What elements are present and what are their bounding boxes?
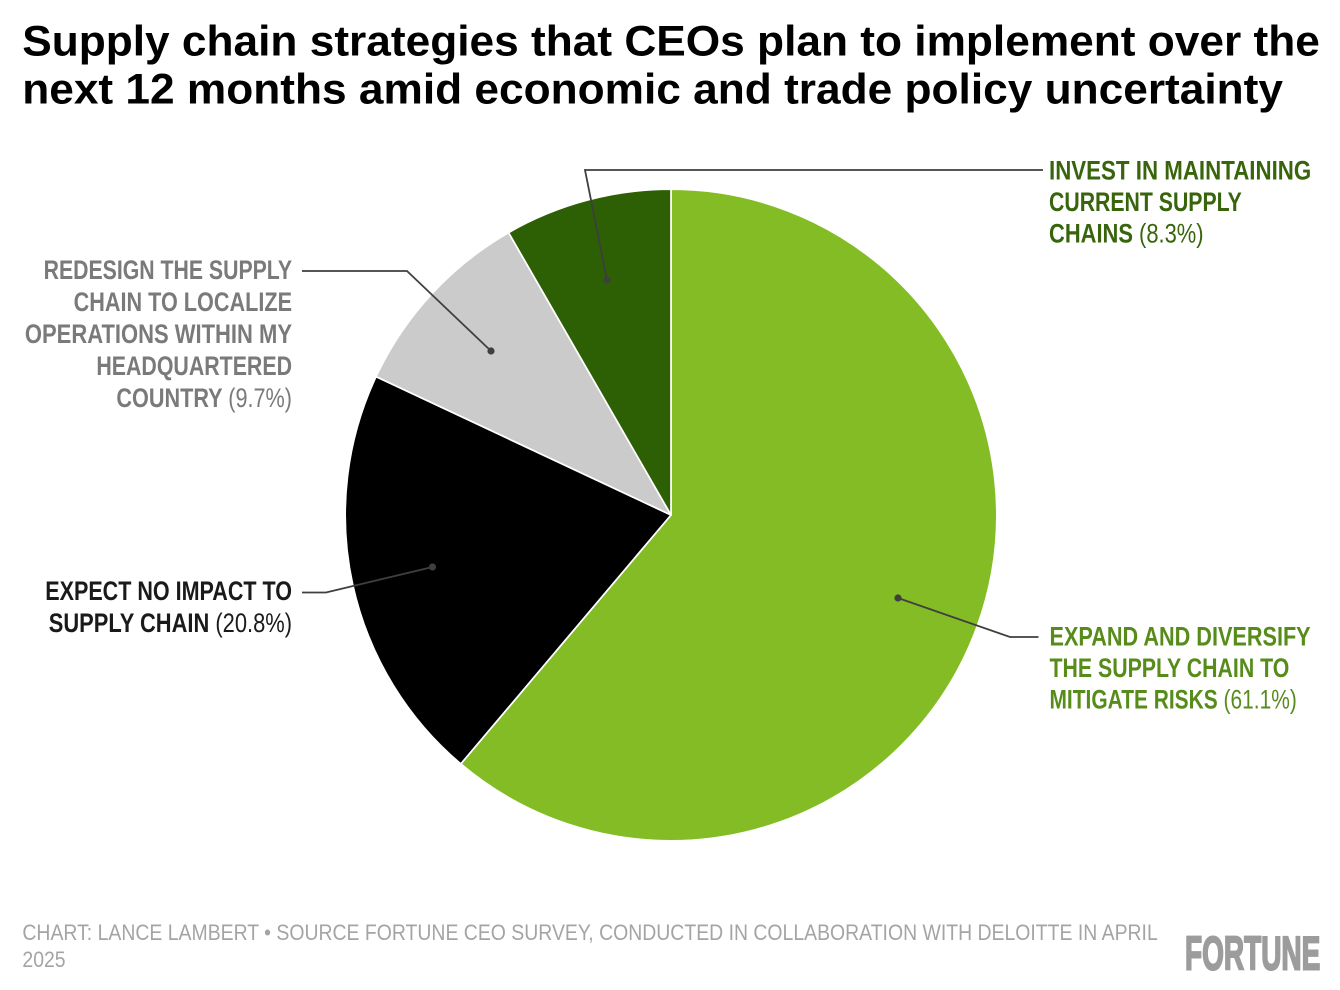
svg-text:EXPAND AND DIVERSIFY: EXPAND AND DIVERSIFY — [1050, 623, 1311, 653]
svg-text:2025: 2025 — [22, 948, 65, 972]
svg-text:CHAIN TO LOCALIZE: CHAIN TO LOCALIZE — [74, 288, 292, 318]
svg-text:COUNTRY (9.7%): COUNTRY (9.7%) — [116, 384, 292, 414]
svg-text:Supply chain strategies that C: Supply chain strategies that CEOs plan t… — [22, 18, 1320, 65]
svg-text:HEADQUARTERED: HEADQUARTERED — [96, 352, 292, 382]
svg-text:CHAINS (8.3%): CHAINS (8.3%) — [1049, 220, 1204, 249]
svg-text:MITIGATE RISKS (61.1%): MITIGATE RISKS (61.1%) — [1050, 685, 1297, 715]
svg-text:OPERATIONS WITHIN MY: OPERATIONS WITHIN MY — [25, 320, 292, 349]
svg-text:THE SUPPLY CHAIN TO: THE SUPPLY CHAIN TO — [1050, 654, 1290, 684]
svg-text:next 12 months amid economic a: next 12 months amid economic and trade p… — [22, 66, 1284, 113]
svg-text:EXPECT NO IMPACT TO: EXPECT NO IMPACT TO — [45, 577, 292, 607]
svg-text:INVEST IN MAINTAINING: INVEST IN MAINTAINING — [1049, 157, 1311, 186]
svg-text:SUPPLY CHAIN (20.8%): SUPPLY CHAIN (20.8%) — [49, 609, 292, 638]
svg-text:FORTUNE: FORTUNE — [1185, 928, 1320, 980]
svg-text:CURRENT SUPPLY: CURRENT SUPPLY — [1049, 188, 1242, 218]
svg-text:CHART: LANCE LAMBERT • SOURCE: CHART: LANCE LAMBERT • SOURCE FORTUNE CE… — [22, 921, 1157, 945]
svg-text:REDESIGN THE SUPPLY: REDESIGN THE SUPPLY — [44, 256, 292, 286]
